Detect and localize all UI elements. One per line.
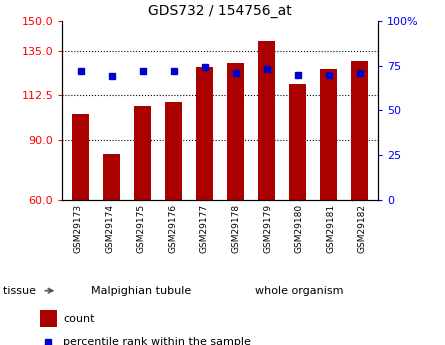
Text: GSM29179: GSM29179 [263,204,272,253]
Text: Malpighian tubule: Malpighian tubule [91,286,191,296]
Text: GSM29180: GSM29180 [295,204,304,253]
Bar [165,102,182,200]
Bar [289,85,306,200]
Text: GSM29175: GSM29175 [137,204,146,253]
Bar [227,62,244,200]
Text: whole organism: whole organism [255,286,344,296]
Text: GSM29176: GSM29176 [168,204,178,253]
Text: GSM29174: GSM29174 [105,204,114,253]
Text: GSM29182: GSM29182 [358,204,367,253]
Bar [351,61,368,200]
Bar [320,69,337,200]
Bar [196,67,213,200]
Bar [73,115,89,200]
Text: percentile rank within the sample: percentile rank within the sample [63,337,251,345]
Bar [258,41,275,200]
Text: count: count [63,314,95,324]
Text: GSM29181: GSM29181 [326,204,336,253]
Bar [40,310,57,327]
Text: GSM29173: GSM29173 [73,204,83,253]
Text: GSM29177: GSM29177 [200,204,209,253]
Text: GSM29178: GSM29178 [231,204,241,253]
Bar [134,106,151,200]
Text: tissue: tissue [3,286,53,296]
Bar [103,154,121,200]
Title: GDS732 / 154756_at: GDS732 / 154756_at [148,4,292,18]
